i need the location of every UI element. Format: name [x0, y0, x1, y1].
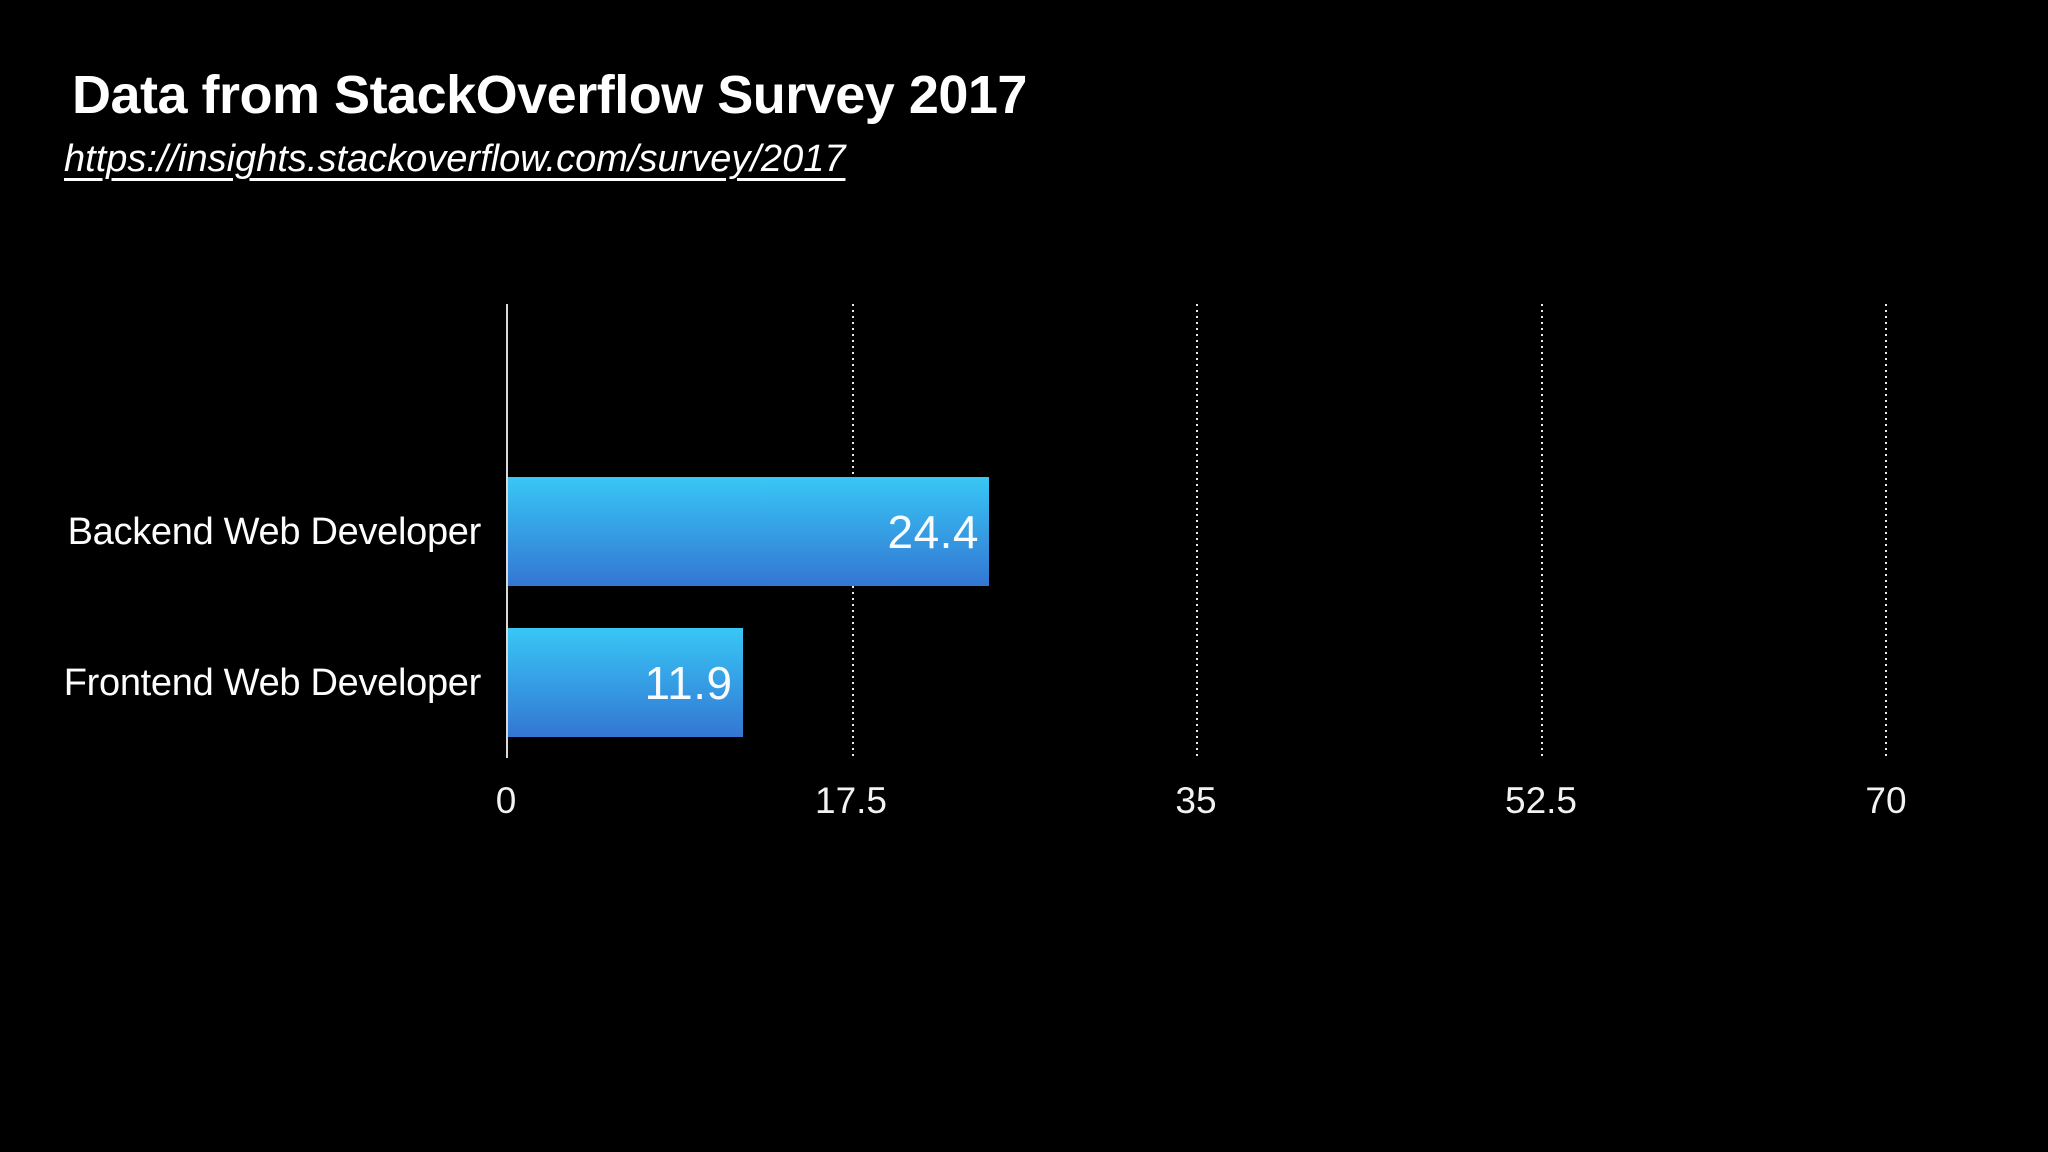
x-tick-label: 52.5 [1504, 780, 1578, 821]
category-label-backend: Backend Web Developer [67, 511, 482, 553]
x-tick-label: 17.5 [814, 780, 888, 821]
x-tick-label: 70 [1865, 780, 1907, 821]
bar-frontend: 11.9 [508, 628, 743, 737]
bar-value-label: 24.4 [887, 505, 980, 558]
gridline [1885, 304, 1887, 758]
source-link[interactable]: https://insights.stackoverflow.com/surve… [64, 138, 846, 180]
bar-backend: 24.4 [508, 477, 990, 586]
gridline [1540, 304, 1543, 758]
x-tick-label: 0 [495, 780, 517, 821]
bar-value-label: 11.9 [644, 656, 733, 709]
x-tick-label: 35 [1175, 780, 1217, 821]
category-label-frontend: Frontend Web Developer [63, 662, 482, 704]
gridline [1196, 304, 1198, 758]
plot-area: 24.4 11.9 [506, 304, 1887, 758]
page-title: Data from StackOverflow Survey 2017 [72, 65, 1027, 125]
